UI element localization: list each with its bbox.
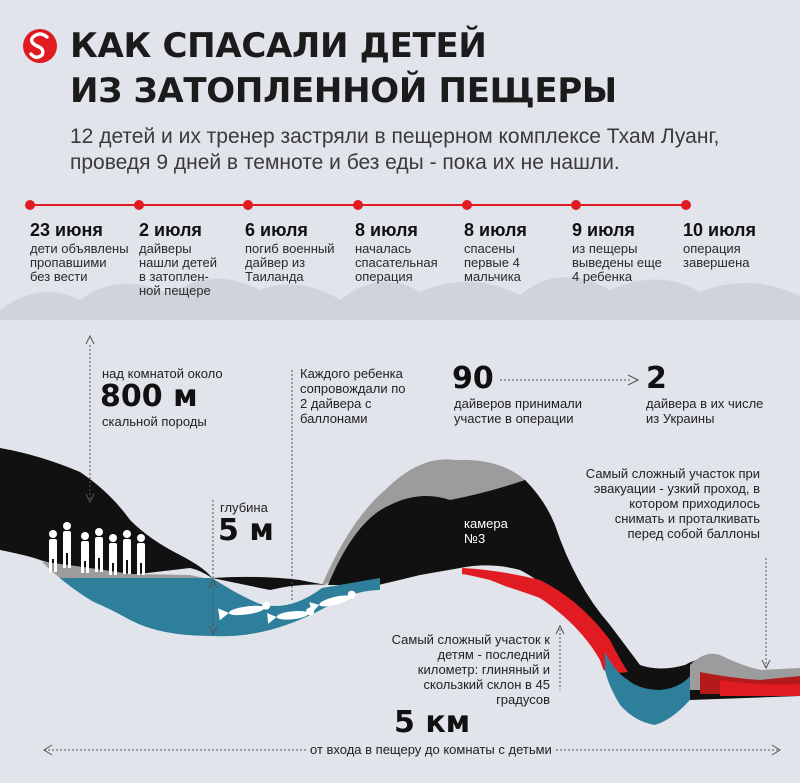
ukraine-label: дайвера в их числе из Украины	[646, 396, 764, 426]
timeline-date: 8 июля	[464, 220, 527, 240]
forest-silhouette	[0, 277, 800, 330]
timeline-desc: спасены первые 4 мальчика	[464, 241, 521, 284]
timeline-date: 8 июля	[355, 220, 418, 240]
depth-label: глубина	[220, 500, 268, 515]
timeline-item: 2 июля дайверы нашли детей в затоплен-но…	[139, 220, 251, 298]
timeline-item: 6 июля погиб военный дайвер из Таиланда	[245, 220, 357, 284]
timeline-dots	[25, 200, 691, 210]
hardest-kids-note: Самый сложный участок к детям - последни…	[391, 632, 550, 707]
escort-note: Каждого ребенка сопровождали по 2 дайвер…	[300, 366, 406, 426]
timeline-date: 6 июля	[245, 220, 308, 240]
timeline-date: 9 июля	[572, 220, 635, 240]
timeline-dot	[243, 200, 253, 210]
timeline-date: 2 июля	[139, 220, 202, 240]
timeline-desc: погиб военный дайвер из Таиланда	[245, 241, 335, 284]
distance-label: от входа в пещеру до комнаты с детьми	[306, 742, 556, 757]
timeline-desc: из пещеры выведены еще 4 ребенка	[572, 241, 662, 284]
rock-suffix: скальной породы	[102, 414, 207, 429]
timeline-date: 10 июля	[683, 220, 756, 240]
water-left	[40, 578, 380, 637]
divers-value: 90	[452, 361, 494, 396]
logo-icon	[23, 29, 57, 63]
timeline-desc: началась спасательная операция	[355, 241, 438, 284]
kids-silhouettes	[49, 522, 145, 575]
timeline-dot	[681, 200, 691, 210]
timeline-item: 8 июля спасены первые 4 мальчика	[464, 220, 576, 284]
timeline-item: 8 июля началась спасательная операция	[355, 220, 467, 284]
timeline-item: 23 июня дети объявлены пропавшими без ве…	[30, 220, 142, 284]
timeline-item: 10 июля операция завершена	[683, 220, 795, 270]
timeline-dot	[353, 200, 363, 210]
red-slope	[462, 568, 628, 673]
timeline-dot	[25, 200, 35, 210]
timeline-item: 9 июля из пещеры выведены еще 4 ребенка	[572, 220, 684, 284]
timeline-dot	[571, 200, 581, 210]
ukraine-value: 2	[646, 361, 667, 396]
timeline-dot	[462, 200, 472, 210]
timeline-desc: дайверы нашли детей в затоплен-ной пещер…	[139, 241, 217, 298]
timeline-desc: операция завершена	[683, 241, 750, 270]
divers-silhouettes	[218, 590, 356, 624]
rock-value: 800 м	[100, 379, 198, 414]
water-right	[605, 652, 690, 725]
rock-prefix: над комнатой около	[102, 366, 223, 381]
timeline-dot	[134, 200, 144, 210]
hardest-evac-note: Самый сложный участок при эвакуации - уз…	[585, 466, 760, 541]
timeline-desc: дети объявлены пропавшими без вести	[30, 241, 129, 284]
chamber-label: камера №3	[464, 516, 508, 546]
page-title: КАК СПАСАЛИ ДЕТЕЙ ИЗ ЗАТОПЛЕННОЙ ПЕЩЕРЫ	[70, 26, 617, 111]
distance-value: 5 км	[394, 705, 471, 740]
timeline-date: 23 июня	[30, 220, 103, 240]
page-subtitle: 12 детей и их тренер застряли в пещерном…	[70, 125, 720, 174]
divers-label: дайверов принимали участие в операции	[454, 396, 583, 426]
depth-value: 5 м	[218, 513, 274, 548]
kids-ledge	[28, 560, 212, 582]
